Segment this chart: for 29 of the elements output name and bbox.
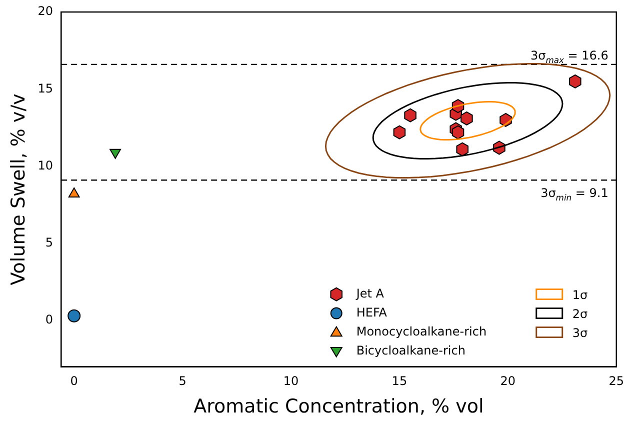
legend-label: Bicycloalkane-rich — [356, 343, 466, 358]
point — [569, 74, 582, 88]
point — [68, 188, 80, 198]
x-tick-label: 0 — [70, 374, 78, 388]
x-tick-label: 15 — [392, 374, 408, 388]
x-tick-label: 25 — [608, 374, 624, 388]
legend-label: HEFA — [356, 305, 388, 320]
x-tick-label: 5 — [178, 374, 186, 388]
point — [456, 142, 468, 156]
y-tick-label: 20 — [38, 4, 54, 18]
annotation: 1σ — [572, 288, 588, 302]
y-axis-title: Volume Swell, % v/v — [7, 94, 30, 286]
x-tick-label: 10 — [283, 374, 299, 388]
annotation: 2σ — [572, 306, 588, 321]
y-tick-label: 5 — [45, 236, 54, 250]
x-tick-label: 20 — [500, 374, 516, 388]
annotation: 3σ — [572, 326, 588, 340]
point — [68, 309, 81, 322]
point — [110, 148, 121, 159]
y-tick-label: 0 — [45, 312, 54, 327]
y-tick-label: 15 — [38, 81, 54, 96]
point — [404, 108, 416, 122]
point — [460, 111, 473, 126]
x-axis-title: Aromatic Concentration, % vol — [194, 396, 484, 418]
legend-label: Jet A — [355, 286, 385, 300]
point — [452, 125, 464, 140]
legend-label: Monocycloalkane-rich — [356, 324, 487, 338]
y-tick-label: 10 — [38, 158, 54, 172]
point — [393, 125, 406, 140]
